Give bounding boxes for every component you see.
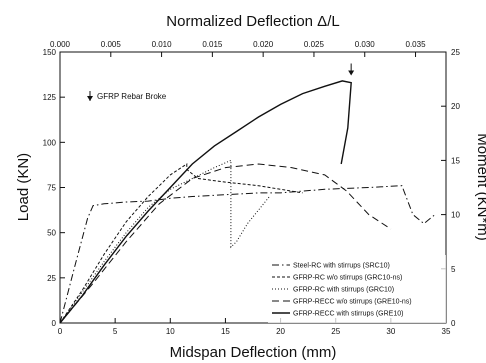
x-tick-label: 30	[386, 327, 395, 336]
x-tick-label: 35	[442, 327, 451, 336]
top-tick-label: 0.015	[202, 40, 223, 49]
right-tick-label: 15	[451, 156, 460, 165]
y-tick-label: 125	[43, 93, 57, 102]
y-tick-label: 50	[47, 229, 56, 238]
right-tick-label: 0	[451, 319, 456, 328]
right-axis-title: Moment (KN*m)	[474, 133, 486, 241]
top-tick-label: 0.000	[50, 40, 71, 49]
right-tick-label: 10	[451, 211, 460, 220]
series-line-3	[59, 159, 270, 324]
top-tick-label: 0.025	[304, 40, 325, 49]
series-layer	[59, 80, 436, 324]
legend-label-5: GFRP-RECC with stirrups (GRE10)	[293, 311, 403, 318]
right-tick-label: 20	[451, 102, 460, 111]
legend-label-2: GFRP-RC w/o stirrups (GRC10-ns)	[293, 275, 402, 282]
x-tick-label: 10	[166, 327, 175, 336]
right-tick-label: 5	[451, 265, 456, 274]
arrow-head	[348, 70, 355, 76]
top-tick-label: 0.035	[406, 40, 427, 49]
series-line-4	[59, 163, 392, 324]
legend-box	[268, 255, 446, 323]
y-tick-label: 75	[47, 184, 56, 193]
top-tick-label: 0.030	[355, 40, 376, 49]
top-axis-title: Normalized Deflection Δ/L	[166, 13, 339, 30]
x-tick-label: 5	[113, 327, 118, 336]
legend: Steel-RC with stirrups (SRC10) GFRP-RC w/…	[272, 263, 412, 318]
top-tick-label: 0.010	[152, 40, 173, 49]
x-tick-label: 0	[58, 327, 63, 336]
legend-label-3: GFRP-RC with stirrups (GRC10)	[293, 287, 394, 294]
top-tick-label: 0.005	[101, 40, 122, 49]
y-tick-label: 0	[52, 319, 57, 328]
series-line-1	[59, 185, 436, 324]
top-tick-label: 0.020	[253, 40, 274, 49]
legend-label-1: Steel-RC with stirrups (SRC10)	[293, 263, 390, 270]
legend-label-4: GFRP-RECC w/o stirrups (GRE10-ns)	[293, 299, 412, 306]
x-tick-label: 20	[276, 327, 285, 336]
annotation-label: GFRP Rebar Broke	[97, 92, 167, 101]
y-tick-label: 100	[43, 138, 57, 147]
y-tick-label: 150	[43, 48, 57, 57]
rebar-break-arrow	[348, 63, 355, 76]
y-tick-label: 25	[47, 274, 56, 283]
right-tick-label: 25	[451, 48, 460, 57]
series-line-5	[59, 80, 352, 324]
x-tick-label: 15	[221, 327, 230, 336]
series-line-2	[59, 163, 303, 324]
y-axis-title: Load (KN)	[15, 153, 32, 221]
annotation-key: GFRP Rebar Broke	[87, 91, 167, 101]
x-tick-label: 25	[331, 327, 340, 336]
x-axis-title: Midspan Deflection (mm)	[170, 344, 337, 361]
